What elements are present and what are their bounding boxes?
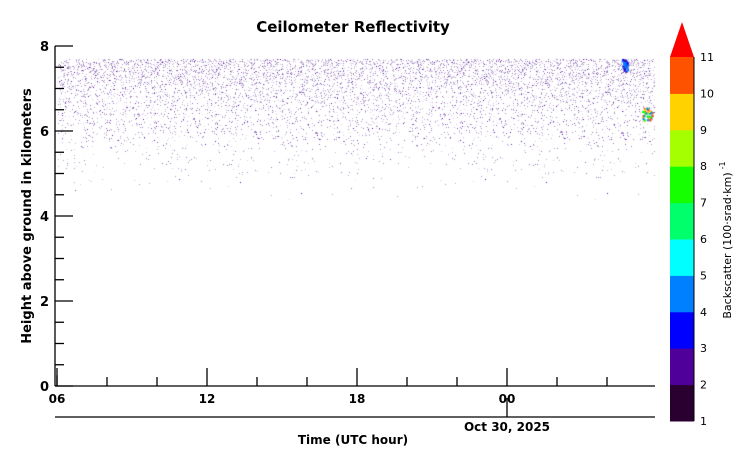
colorbar-tick-label: 2 [700, 379, 707, 392]
colorbar-band [670, 129, 694, 167]
x-tick-label: 18 [349, 392, 366, 406]
y-axis-label: Height above ground in kilometers [20, 88, 35, 344]
colorbar-tick-label: 3 [700, 342, 707, 355]
y-tick-label: 8 [40, 40, 49, 55]
x-axis-label: Time (UTC hour) [298, 433, 408, 447]
colorbar-tick-label: 1 [700, 415, 707, 428]
colorbar-extend-arrow [670, 22, 694, 57]
colorbar-label-text: Backscatter (100·srad·km) [721, 172, 734, 318]
colorbar-band [670, 239, 694, 276]
colorbar-tick-label: 6 [700, 233, 707, 246]
colorbar-band [670, 275, 694, 313]
y-tick-label: 6 [40, 125, 49, 140]
colorbar-band [670, 202, 694, 240]
colorbar-tick-label: 9 [700, 124, 707, 137]
colorbar-label: Backscatter (100·srad·km) -1 [718, 161, 734, 318]
colorbar-band [670, 93, 694, 131]
colorbar-band [670, 57, 694, 94]
colorbar-tick-label: 4 [700, 306, 707, 319]
colorbar-tick-label: 5 [700, 269, 707, 282]
colorbar-tick-label: 8 [700, 160, 707, 173]
colorbar-band [670, 166, 694, 204]
date-label: Oct 30, 2025 [464, 420, 550, 434]
colorbar-tick-label: 10 [700, 87, 714, 100]
y-tick-label: 2 [40, 295, 49, 310]
x-tick-label: 06 [49, 392, 66, 406]
colorbar-band [670, 384, 694, 422]
x-tick-label: 12 [199, 392, 216, 406]
chart-title: Ceilometer Reflectivity [256, 18, 450, 36]
colorbar-tick-label: 7 [700, 197, 707, 210]
colorbar-tick-label: 11 [700, 51, 714, 64]
y-tick-label: 0 [40, 380, 49, 395]
colorbar-band [670, 348, 694, 386]
y-tick-label: 4 [40, 210, 49, 225]
colorbar-label-exponent: -1 [718, 161, 727, 169]
colorbar-band [670, 311, 694, 349]
